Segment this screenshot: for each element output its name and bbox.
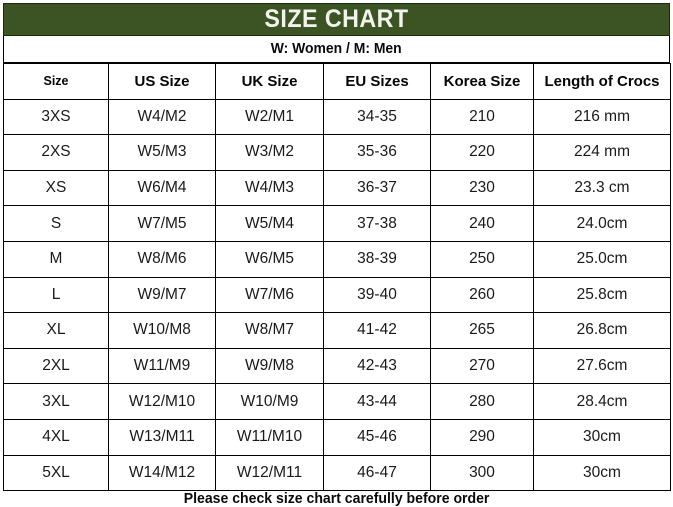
cell-uk-size: W9/M8 (215, 347, 324, 385)
cell-korea-size: 220 (430, 134, 534, 171)
chart-subtitle-row: W: Women / M: Men (3, 36, 670, 63)
cell-size: 4XL (3, 418, 109, 456)
cell-length-of-crocs: 26.8cm (533, 312, 671, 349)
cell-us-size: W5/M3 (108, 134, 216, 171)
chart-subtitle: W: Women / M: Men (271, 41, 402, 57)
cell-size: XS (3, 169, 109, 207)
cell-uk-size: W8/M7 (215, 312, 324, 349)
cell-size: 5XL (3, 454, 109, 492)
cell-eu-sizes: 46-47 (323, 454, 431, 492)
cell-size: S (3, 205, 109, 242)
table-row: 2XL W11/M9 W9/M8 42-43 270 27.6cm (3, 347, 671, 385)
cell-uk-size: W6/M5 (215, 240, 324, 278)
cell-us-size: W9/M7 (108, 276, 216, 314)
cell-us-size: W14/M12 (108, 454, 216, 492)
table-row: 2XS W5/M3 W3/M2 35-36 220 224 mm (3, 134, 671, 171)
cell-length-of-crocs: 216 mm (533, 98, 671, 136)
cell-length-of-crocs: 30cm (533, 418, 671, 456)
cell-uk-size: W10/M9 (215, 383, 324, 420)
cell-korea-size: 270 (430, 347, 534, 385)
size-table: Size US Size UK Size EU Sizes Korea Size… (3, 63, 671, 492)
cell-size: 3XS (3, 98, 109, 136)
cell-us-size: W7/M5 (108, 205, 216, 242)
cell-length-of-crocs: 24.0cm (533, 205, 671, 242)
cell-size: XL (3, 312, 109, 349)
table-row: 3XL W12/M10 W10/M9 43-44 280 28.4cm (3, 383, 671, 420)
table-row: 3XS W4/M2 W2/M1 34-35 210 216 mm (3, 98, 671, 136)
cell-length-of-crocs: 25.8cm (533, 276, 671, 314)
cell-size: 2XL (3, 347, 109, 385)
column-header-length-of-crocs: Length of Crocs (533, 63, 671, 100)
chart-title-banner: SIZE CHART (3, 3, 670, 36)
cell-length-of-crocs: 30cm (533, 454, 671, 492)
cell-uk-size: W2/M1 (215, 98, 324, 136)
cell-us-size: W6/M4 (108, 169, 216, 207)
cell-us-size: W12/M10 (108, 383, 216, 420)
page-title: SIZE CHART (264, 5, 409, 33)
table-header-row: Size US Size UK Size EU Sizes Korea Size… (3, 63, 671, 100)
column-header-uk-size: UK Size (215, 63, 324, 100)
table-row: L W9/M7 W7/M6 39-40 260 25.8cm (3, 276, 671, 314)
table-row: 4XL W13/M11 W11/M10 45-46 290 30cm (3, 418, 671, 456)
cell-korea-size: 230 (430, 169, 534, 207)
cell-eu-sizes: 38-39 (323, 240, 431, 278)
table-body: 3XS W4/M2 W2/M1 34-35 210 216 mm 2XS W5/M3 W3/M2… (3, 98, 671, 492)
table-row: 5XL W14/M12 W12/M11 46-47 300 30cm (3, 454, 671, 492)
cell-eu-sizes: 36-37 (323, 169, 431, 207)
cell-korea-size: 265 (430, 312, 534, 349)
cell-length-of-crocs: 25.0cm (533, 240, 671, 278)
cell-uk-size: W5/M4 (215, 205, 324, 242)
column-header-size: Size (3, 63, 109, 100)
column-header-us-size: US Size (108, 63, 216, 100)
cell-korea-size: 290 (430, 418, 534, 456)
cell-eu-sizes: 34-35 (323, 98, 431, 136)
column-header-korea-size: Korea Size (430, 63, 534, 100)
cell-us-size: W11/M9 (108, 347, 216, 385)
column-header-eu-sizes: EU Sizes (323, 63, 431, 100)
cell-korea-size: 250 (430, 240, 534, 278)
cell-size: M (3, 240, 109, 278)
cell-size: 2XS (3, 134, 109, 171)
table-header: Size US Size UK Size EU Sizes Korea Size… (3, 63, 671, 100)
cell-eu-sizes: 37-38 (323, 205, 431, 242)
cell-eu-sizes: 45-46 (323, 418, 431, 456)
cell-uk-size: W7/M6 (215, 276, 324, 314)
cell-eu-sizes: 41-42 (323, 312, 431, 349)
cell-korea-size: 240 (430, 205, 534, 242)
cell-korea-size: 260 (430, 276, 534, 314)
cell-uk-size: W3/M2 (215, 134, 324, 171)
cell-eu-sizes: 39-40 (323, 276, 431, 314)
cell-us-size: W4/M2 (108, 98, 216, 136)
cell-length-of-crocs: 27.6cm (533, 347, 671, 385)
table-row: XL W10/M8 W8/M7 41-42 265 26.8cm (3, 312, 671, 349)
cell-size: 3XL (3, 383, 109, 420)
cell-korea-size: 300 (430, 454, 534, 492)
cell-eu-sizes: 35-36 (323, 134, 431, 171)
footer-note-text: Please check size chart carefully before… (183, 491, 490, 507)
table-row: M W8/M6 W6/M5 38-39 250 25.0cm (3, 240, 671, 278)
cell-length-of-crocs: 23.3 cm (533, 169, 671, 207)
cell-korea-size: 280 (430, 383, 534, 420)
cell-eu-sizes: 42-43 (323, 347, 431, 385)
cell-length-of-crocs: 224 mm (533, 134, 671, 171)
cell-uk-size: W4/M3 (215, 169, 324, 207)
cell-uk-size: W12/M11 (215, 454, 324, 492)
cell-us-size: W13/M11 (108, 418, 216, 456)
table-row: XS W6/M4 W4/M3 36-37 230 23.3 cm (3, 169, 671, 207)
cell-us-size: W10/M8 (108, 312, 216, 349)
cell-us-size: W8/M6 (108, 240, 216, 278)
cell-korea-size: 210 (430, 98, 534, 136)
cell-size: L (3, 276, 109, 314)
cell-eu-sizes: 43-44 (323, 383, 431, 420)
cell-uk-size: W11/M10 (215, 418, 324, 456)
table-row: S W7/M5 W5/M4 37-38 240 24.0cm (3, 205, 671, 242)
footer-note: Please check size chart carefully before… (3, 491, 670, 507)
cell-length-of-crocs: 28.4cm (533, 383, 671, 420)
